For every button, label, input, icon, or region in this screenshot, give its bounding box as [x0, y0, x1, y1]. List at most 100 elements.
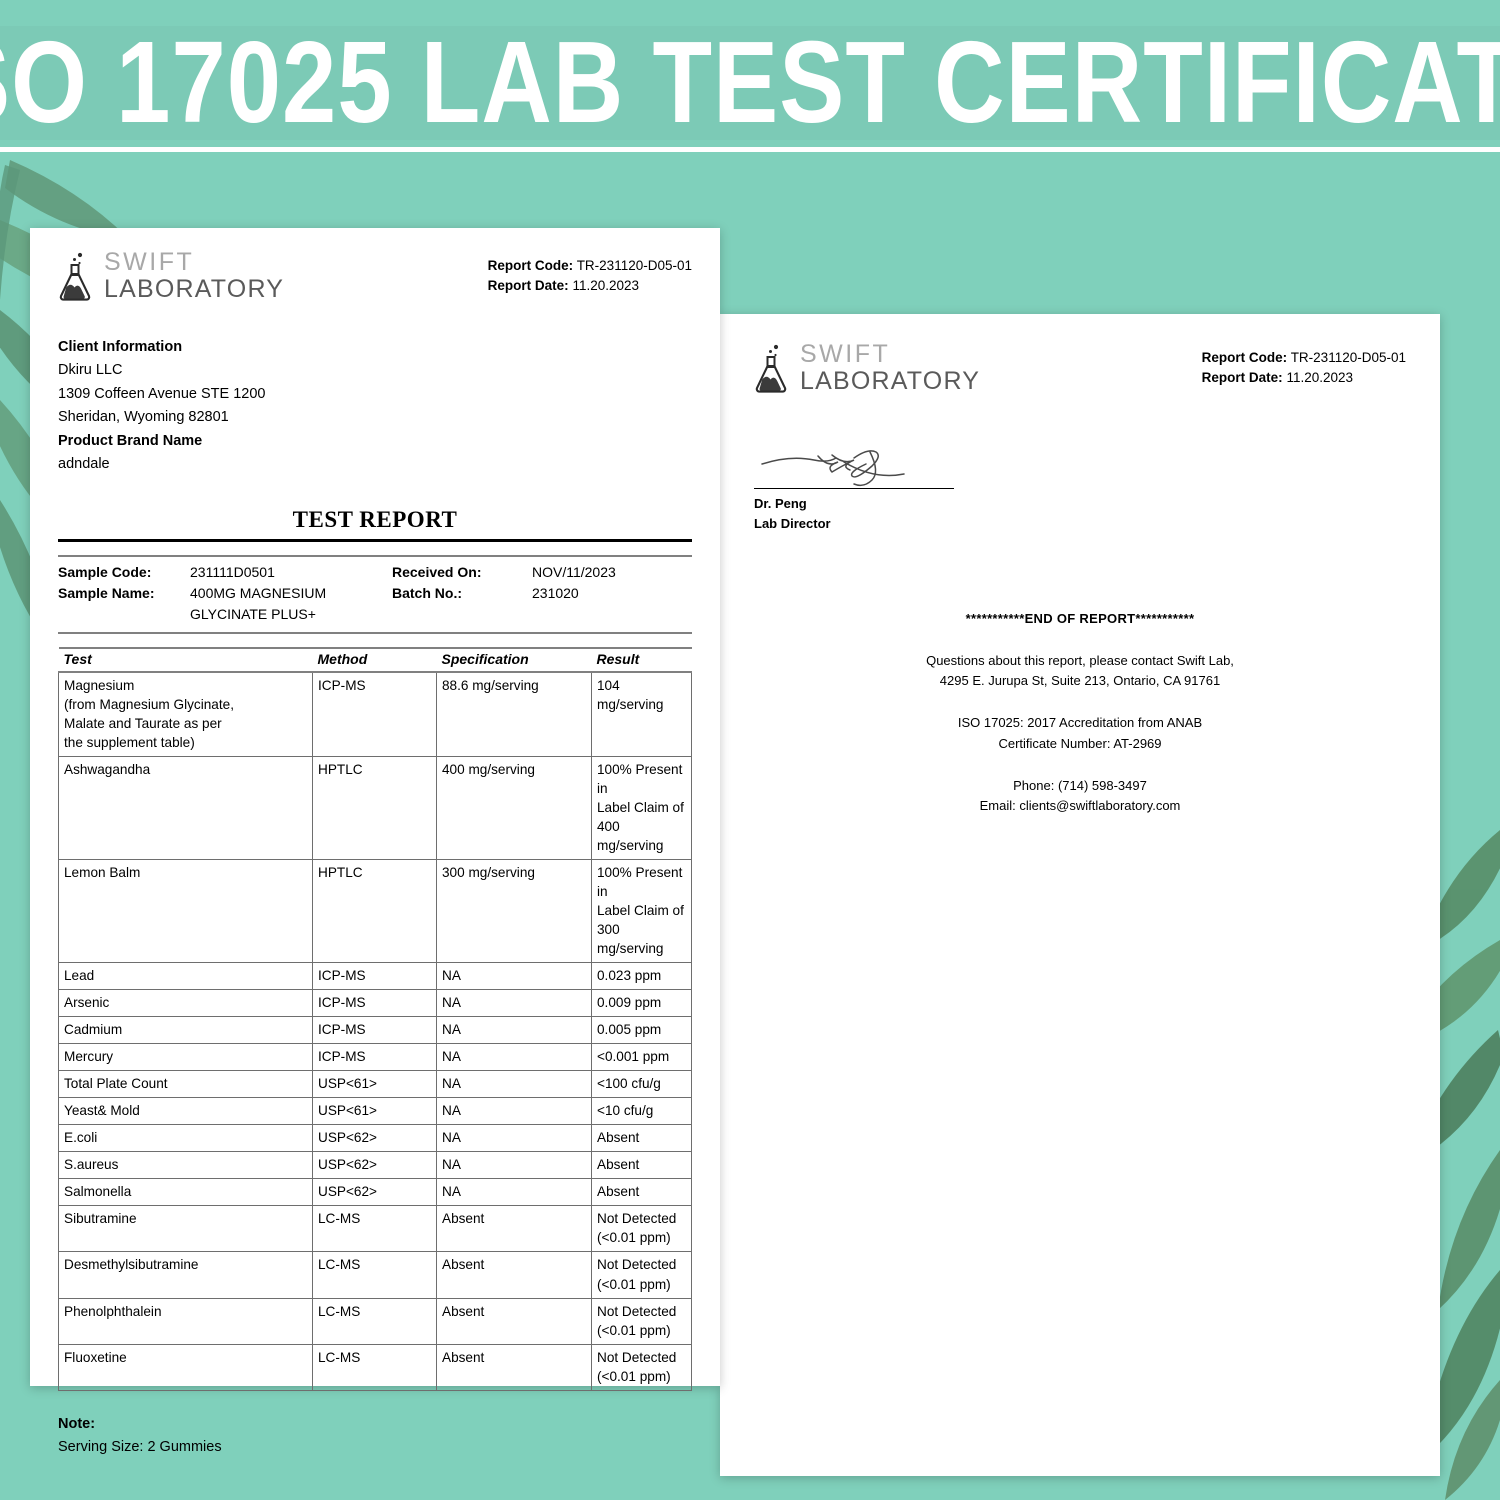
- column-header-result: Result: [591, 646, 692, 673]
- logo-laboratory-text: LABORATORY: [104, 275, 285, 303]
- table-row: Desmethylsibutramine LC-MS Absent Not Detec…: [58, 1251, 692, 1299]
- email-text: Email: clients@swiftlaboratory.com: [979, 797, 1181, 813]
- report-code-label: Report Code:: [1201, 350, 1288, 365]
- batch-no-value: 231020: [532, 585, 579, 602]
- results-table-header-row: Test Method Specification Result: [58, 646, 692, 673]
- cell-result: Not Detected (<0.01 ppm): [591, 1343, 692, 1391]
- cell-method: USP<62>: [312, 1178, 437, 1207]
- cell-specification: NA: [436, 989, 592, 1018]
- page1-header: SWIFT LABORATORY Report Code: TR-231120-…: [58, 250, 692, 302]
- cell-test: Fluoxetine: [58, 1343, 313, 1391]
- cell-test: Sibutramine: [58, 1205, 313, 1253]
- report-meta-page2: Report Code: TR-231120-D05-01 Report Dat…: [1202, 342, 1406, 387]
- report-page-1: SWIFT LABORATORY Report Code: TR-231120-…: [30, 228, 720, 1455]
- cell-result: Absent: [591, 1151, 692, 1180]
- cell-specification: Absent: [436, 1205, 592, 1253]
- client-address-line1: 1309 Coffeen Avenue STE 1200: [58, 385, 266, 402]
- sample-name-label: Sample Name:: [58, 585, 155, 602]
- note-block: Note: Serving Size: 2 Gummies: [58, 1413, 692, 1459]
- table-row: Cadmium ICP-MS NA 0.005 ppm: [58, 1016, 692, 1045]
- cell-test: Ashwagandha: [58, 755, 313, 860]
- note-label: Note:: [58, 1415, 96, 1432]
- cell-result: Not Detected (<0.01 ppm): [591, 1251, 692, 1299]
- cell-result: 0.005 ppm: [591, 1016, 692, 1045]
- cell-test: E.coli: [58, 1124, 313, 1153]
- cell-result: 100% Present in Label Claim of 400 mg/serv…: [591, 755, 692, 860]
- accreditation-line-1: ISO 17025: 2017 Accreditation from ANAB: [957, 715, 1203, 731]
- table-row: Lemon Balm HPTLC 300 mg/serving 100% Presen…: [58, 858, 692, 964]
- client-address-line2: Sheridan, Wyoming 82801: [58, 409, 229, 426]
- cell-test: Desmethylsibutramine: [58, 1251, 313, 1299]
- banner-underline: [0, 147, 1500, 152]
- product-brand-heading: Product Brand Name: [58, 432, 203, 449]
- sample-code-value: 231111D0501: [190, 563, 275, 580]
- client-company: Dkiru LLC: [58, 362, 123, 379]
- cell-result: <0.001 ppm: [591, 1043, 692, 1072]
- column-header-specification: Specification: [436, 646, 592, 673]
- cell-test: S.aureus: [58, 1151, 313, 1180]
- client-information-heading: Client Information: [58, 339, 183, 355]
- sample-code-label: Sample Code:: [58, 563, 152, 580]
- table-row: Fluoxetine LC-MS Absent Not Detected (<0.01 …: [58, 1343, 692, 1391]
- product-brand-value: adndale: [58, 456, 110, 473]
- banner-bar: ISO 17025 LAB TEST CERTIFICATE: [0, 18, 1500, 148]
- contact-line-1: Questions about this report, please cont…: [926, 653, 1234, 669]
- cell-specification: Absent: [436, 1251, 592, 1299]
- test-report-rule: [58, 538, 692, 542]
- banner-top-strip: [0, 0, 1500, 22]
- page2-header: SWIFT LABORATORY Report Code: TR-231120-…: [754, 342, 1406, 394]
- cell-test: Arsenic: [58, 989, 313, 1018]
- signatory-title: Lab Director: [754, 515, 831, 531]
- cell-method: USP<62>: [312, 1124, 437, 1153]
- table-row: Ashwagandha HPTLC 400 mg/serving 100% Prese…: [58, 755, 692, 860]
- table-row: S.aureus USP<62> NA Absent: [58, 1151, 692, 1180]
- report-date-value: 11.20.2023: [572, 277, 640, 293]
- cell-method: LC-MS: [312, 1343, 437, 1391]
- cell-method: ICP-MS: [312, 1043, 437, 1072]
- received-on-label: Received On:: [392, 563, 482, 580]
- cell-test: Total Plate Count: [58, 1070, 313, 1099]
- cell-method: ICP-MS: [312, 989, 437, 1018]
- report-meta-page1: Report Code: TR-231120-D05-01 Report Dat…: [488, 250, 692, 295]
- cell-specification: 400 mg/serving: [436, 755, 592, 860]
- table-row: Arsenic ICP-MS NA 0.009 ppm: [58, 989, 692, 1018]
- report-code-value: TR-231120-D05-01: [1290, 350, 1406, 365]
- accreditation-line-2: Certificate Number: AT-2969: [998, 735, 1162, 751]
- logo-swift-text: SWIFT: [800, 340, 891, 368]
- table-row: Yeast& Mold USP<61> NA <10 cfu/g: [58, 1097, 692, 1126]
- cell-method: USP<61>: [312, 1070, 437, 1099]
- signature-scribble-icon: [761, 450, 905, 487]
- cell-result: 104 mg/serving: [591, 671, 692, 757]
- column-header-test: Test: [58, 646, 313, 673]
- report-date-label: Report Date:: [1201, 369, 1283, 385]
- logo-laboratory-text: LABORATORY: [800, 367, 981, 395]
- cell-specification: NA: [436, 962, 592, 991]
- swift-laboratory-logo-page2: SWIFT LABORATORY: [754, 342, 980, 394]
- cell-method: HPTLC: [312, 755, 437, 860]
- test-report-title: TEST REPORT: [292, 506, 458, 532]
- cell-result: <10 cfu/g: [591, 1097, 692, 1126]
- cell-test: Lead: [58, 962, 313, 991]
- cell-test: Lemon Balm: [58, 858, 313, 964]
- cell-test: Mercury: [58, 1043, 313, 1072]
- cell-result: Absent: [591, 1124, 692, 1153]
- swift-laboratory-logo: SWIFT LABORATORY: [58, 250, 284, 302]
- cell-specification: NA: [436, 1124, 592, 1153]
- table-row: Salmonella USP<62> NA Absent: [58, 1178, 692, 1207]
- certificate-banner: ISO 17025 LAB TEST CERTIFICATE: [0, 0, 1500, 160]
- cell-test: Salmonella: [58, 1178, 313, 1207]
- cell-method: LC-MS: [312, 1251, 437, 1299]
- page-title: ISO 17025 LAB TEST CERTIFICATE: [0, 18, 1500, 148]
- cell-specification: Absent: [436, 1343, 592, 1391]
- signature-block: Dr. Peng Lab Director: [754, 446, 1406, 533]
- table-row: Magnesium (from Magnesium Glycinate, Malat…: [58, 671, 692, 757]
- report-code-label: Report Code:: [487, 258, 574, 273]
- column-header-method: Method: [312, 646, 437, 673]
- cell-method: ICP-MS: [312, 671, 437, 757]
- cell-specification: NA: [436, 1043, 592, 1072]
- flask-icon: [755, 344, 787, 393]
- sample-information-block: Sample Code: 231111D0501 Received On: NO…: [58, 554, 692, 634]
- report-date-label: Report Date:: [487, 277, 569, 293]
- cell-specification: 88.6 mg/serving: [436, 671, 592, 757]
- cell-method: LC-MS: [312, 1205, 437, 1253]
